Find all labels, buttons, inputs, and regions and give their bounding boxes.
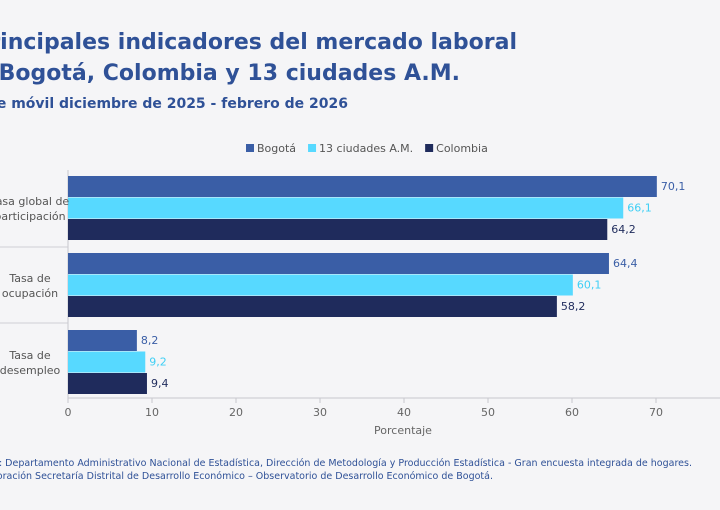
value-label: 58,2 xyxy=(561,300,586,313)
value-label: 66,1 xyxy=(627,202,652,215)
x-tick-label: 50 xyxy=(481,406,495,419)
chart-title: Principales indicadores del mercado labo… xyxy=(0,30,517,55)
x-tick-label: 20 xyxy=(229,406,243,419)
bar xyxy=(68,197,624,219)
category-label: Tasa de desempleo xyxy=(0,349,61,377)
source: Fuente: Departamento Administrativo Naci… xyxy=(0,458,692,469)
legend-label: Colombia xyxy=(436,142,488,155)
value-label: 64,4 xyxy=(613,257,638,270)
value-label: 70,1 xyxy=(661,180,686,193)
x-tick-label: 30 xyxy=(313,406,327,419)
legend-swatch xyxy=(308,144,317,152)
bar xyxy=(68,274,573,296)
bar xyxy=(68,219,608,240)
legend-swatch xyxy=(425,144,434,152)
x-tick-label: 40 xyxy=(397,406,411,419)
category-label: Tasa global de participación xyxy=(0,195,70,223)
bar xyxy=(68,296,557,317)
chart-subtitle: Trimestre móvil diciembre de 2025 - febr… xyxy=(0,96,348,112)
bar xyxy=(68,330,137,351)
value-label: 60,1 xyxy=(577,279,602,292)
x-tick-label: 70 xyxy=(649,406,663,419)
value-label: 64,2 xyxy=(611,223,636,236)
legend-label: 13 ciudades A.M. xyxy=(319,142,413,155)
source: Elaboración Secretaría Distrital de Desa… xyxy=(0,471,493,482)
value-label: 9,2 xyxy=(149,356,167,369)
x-tick-label: 60 xyxy=(565,406,579,419)
category-label: Tasa de ocupación xyxy=(1,272,59,300)
value-label: 9,4 xyxy=(151,377,169,390)
value-label: 8,2 xyxy=(141,334,159,347)
bar xyxy=(68,351,146,373)
legend-swatch xyxy=(246,144,254,152)
chart-title: en Bogotá, Colombia y 13 ciudades A.M. xyxy=(0,61,460,86)
x-tick-label: 0 xyxy=(65,406,72,419)
legend-label: Bogotá xyxy=(257,142,296,155)
bar xyxy=(68,176,657,197)
bar xyxy=(68,253,609,274)
x-axis-label: Porcentaje xyxy=(374,424,432,437)
bar xyxy=(68,373,147,394)
x-tick-label: 10 xyxy=(145,406,159,419)
